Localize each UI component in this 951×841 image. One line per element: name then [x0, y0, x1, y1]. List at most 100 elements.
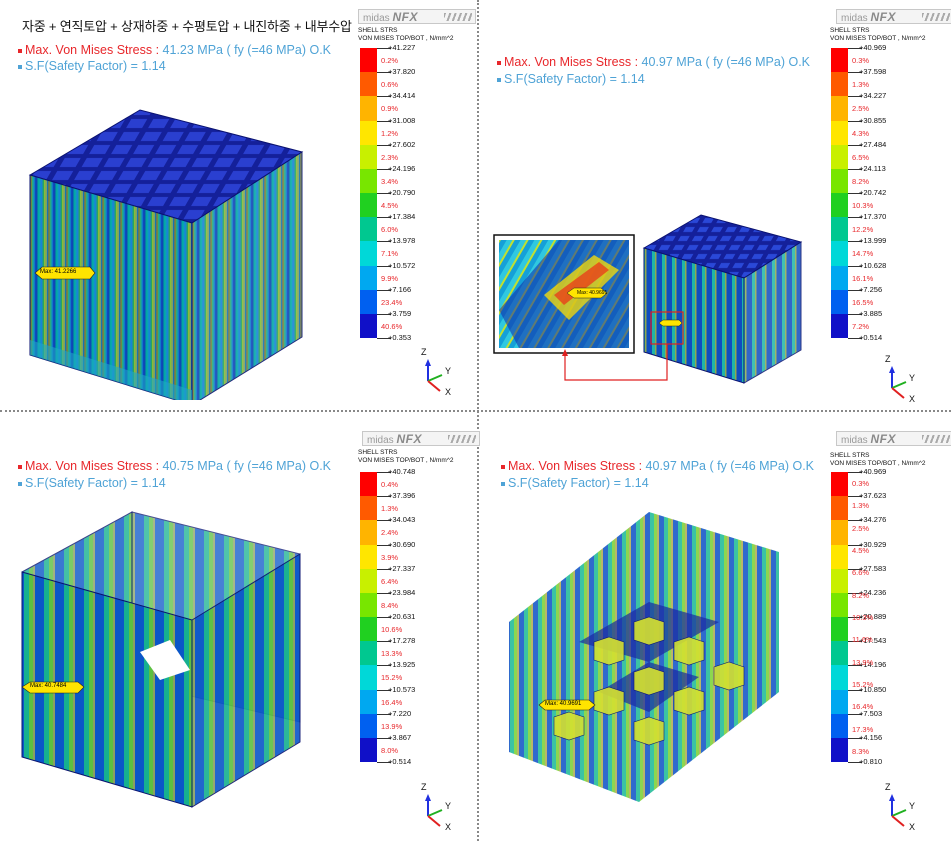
- tick-label: +20.889: [859, 612, 887, 621]
- percent-label: 15.2%: [852, 679, 874, 689]
- legend-title: SHELL STRS VON MISES TOP/BOT , N/mm^2: [358, 449, 454, 464]
- tick-label: +0.514: [859, 333, 883, 342]
- midas-nfx-logo: midas NFX: [836, 431, 951, 446]
- tick-leader: [377, 289, 391, 291]
- legend-title-line1: SHELL STRS: [830, 27, 870, 34]
- percent-label: 4.5%: [852, 546, 870, 556]
- tick-label: +13.978: [388, 236, 416, 246]
- percent-label: 0.3%: [852, 56, 870, 66]
- tick-label: +23.984: [388, 587, 416, 597]
- tick-label: +10.628: [859, 260, 887, 270]
- legend-title-line2: VON MISES TOP/BOT , N/mm^2: [358, 456, 454, 464]
- color-scale-segment: [831, 217, 848, 242]
- percent-label: 13.9%: [381, 721, 403, 731]
- axis-label-x: X: [445, 387, 452, 397]
- axis-label-x: X: [909, 394, 916, 404]
- color-scale-segment: [360, 641, 377, 666]
- midas-nfx-logo: midas NFX: [358, 9, 476, 24]
- tick-leader: [848, 96, 862, 98]
- percent-label: 16.4%: [381, 697, 403, 707]
- color-scale-segment: [831, 617, 848, 642]
- tick-leader: [377, 665, 391, 667]
- max-stress-line: Max. Von Mises Stress : 40.97 MPa ( fy (…: [501, 459, 814, 473]
- legend-title-line2: VON MISES TOP/BOT , N/mm^2: [830, 459, 926, 467]
- bullet-icon: [18, 481, 22, 486]
- percent-label: 4.5%: [381, 201, 399, 211]
- percent-label: 7.1%: [381, 249, 399, 259]
- percent-label: 14.7%: [852, 249, 874, 259]
- percent-label: 0.9%: [381, 104, 399, 114]
- axis-label-y: Y: [445, 801, 452, 811]
- axis-label-z: Z: [421, 347, 427, 357]
- color-scale-bar: [831, 472, 848, 763]
- color-scale-segment: [831, 520, 848, 545]
- tick-label: +3.867: [388, 732, 412, 742]
- bullet-icon: [18, 464, 22, 469]
- tick-leader: [377, 689, 391, 691]
- legend-title: SHELL STRS VON MISES TOP/BOT , N/mm^2: [830, 452, 926, 467]
- color-scale-segment: [360, 313, 377, 339]
- tick-label: +31.008: [388, 115, 416, 125]
- logo-product: NFX: [392, 10, 418, 24]
- midas-nfx-logo: midas NFX: [362, 431, 480, 446]
- tick-label: +13.925: [388, 660, 416, 670]
- tick-leader: [377, 520, 391, 522]
- percent-label: 11.6%: [852, 635, 873, 645]
- color-scale-segment: [360, 617, 377, 642]
- tick-label: +37.820: [388, 67, 416, 77]
- tick-leader: [377, 338, 391, 339]
- percent-label: 2.4%: [381, 528, 399, 538]
- color-scale-segment: [831, 193, 848, 218]
- zoom-max-marker-label: Max: 40.9691: [577, 290, 608, 296]
- axis-triad-icon: [425, 794, 443, 827]
- safety-factor-line: S.F(Safety Factor) = 1.14: [18, 59, 166, 73]
- percent-label: 15.2%: [381, 673, 403, 683]
- bullet-icon: [501, 481, 505, 486]
- percent-label: 0.3%: [852, 479, 870, 489]
- color-scale-segment: [831, 713, 848, 739]
- color-scale-segment: [360, 96, 377, 121]
- percent-label: 8.0%: [381, 745, 399, 755]
- tick-label: +40.969: [859, 43, 887, 52]
- stress-value: 40.97 MPa ( fy (=46 MPa) O.K: [645, 459, 815, 473]
- tick-label: +3.759: [388, 308, 412, 318]
- tick-leader: [848, 289, 862, 291]
- axis-triad-icon: [889, 794, 907, 827]
- tick-label: +34.414: [388, 91, 416, 101]
- tick-label: +37.396: [388, 491, 416, 501]
- tick-label: +0.353: [388, 333, 412, 342]
- axis-triad-icon: [889, 366, 907, 399]
- axis-label-z: Z: [885, 782, 891, 792]
- tick-label: +27.602: [388, 139, 416, 149]
- tick-label: +7.503: [859, 708, 883, 718]
- percent-label: 16.1%: [852, 273, 874, 283]
- tick-leader: [848, 313, 862, 315]
- logo-stripes-icon: [444, 13, 472, 21]
- percent-label: 1.3%: [852, 80, 870, 90]
- axis-label-y: Y: [909, 801, 916, 811]
- tick-label: +10.850: [859, 684, 887, 694]
- bullet-icon: [501, 464, 505, 469]
- color-scale-segment: [360, 265, 377, 291]
- tick-leader: [377, 193, 391, 194]
- legend-title-line1: SHELL STRS: [830, 452, 870, 459]
- tick-leader: [848, 338, 862, 339]
- tick-label: +41.227: [388, 43, 416, 52]
- logo-stripes-icon: [922, 13, 950, 21]
- legend-title: SHELL STRS VON MISES TOP/BOT , N/mm^2: [358, 27, 454, 42]
- percent-label: 8.2%: [852, 590, 870, 600]
- percent-label: 2.5%: [852, 523, 870, 533]
- tick-label: +0.810: [859, 757, 883, 766]
- tick-leader: [848, 713, 862, 715]
- tick-leader: [377, 144, 391, 146]
- tick-leader: [848, 592, 862, 594]
- tick-leader: [848, 641, 862, 643]
- safety-factor-text: S.F(Safety Factor) = 1.14: [508, 476, 649, 490]
- tick-label: +17.384: [388, 212, 416, 222]
- tick-leader: [377, 568, 391, 570]
- color-scale-segment: [831, 544, 848, 570]
- axis-label-z: Z: [421, 782, 427, 792]
- tick-label: +34.227: [859, 91, 887, 101]
- tick-leader: [848, 72, 862, 74]
- stress-value: 41.23 MPa ( fy (=46 MPa) O.K: [162, 43, 332, 57]
